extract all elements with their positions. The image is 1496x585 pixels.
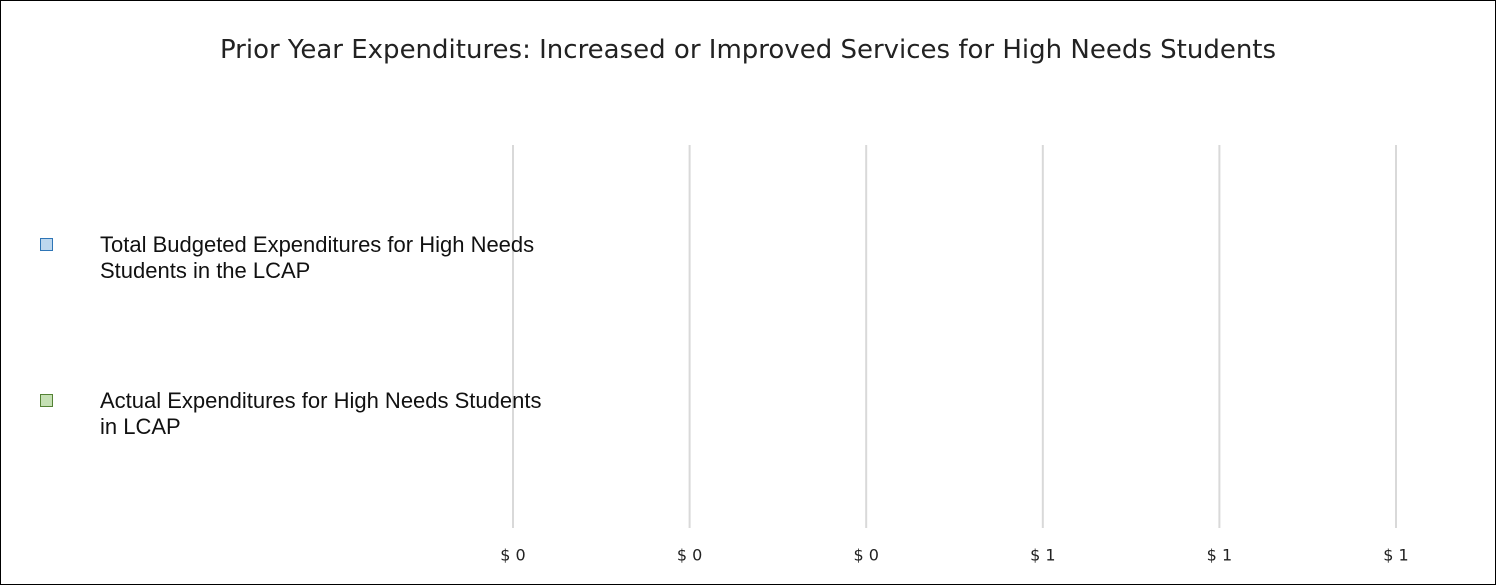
x-tick-label: $ 0 <box>853 546 878 565</box>
category-swatch <box>40 394 53 407</box>
x-tick-label: $ 1 <box>1383 546 1408 565</box>
category-label-group: Actual Expenditures for High Needs Stude… <box>40 388 541 439</box>
chart-title: Prior Year Expenditures: Increased or Im… <box>219 35 1277 65</box>
x-tick-label: $ 0 <box>677 546 702 565</box>
category-swatch <box>40 238 53 251</box>
x-tick-label: $ 1 <box>1030 546 1055 565</box>
x-tick-label: $ 1 <box>1207 546 1232 565</box>
y-tick-label: Total Budgeted Expenditures for High Nee… <box>100 232 535 283</box>
category-label-group: Total Budgeted Expenditures for High Nee… <box>40 232 534 283</box>
x-tick-label: $ 0 <box>500 546 525 565</box>
y-tick-label: Actual Expenditures for High Needs Stude… <box>100 388 542 439</box>
